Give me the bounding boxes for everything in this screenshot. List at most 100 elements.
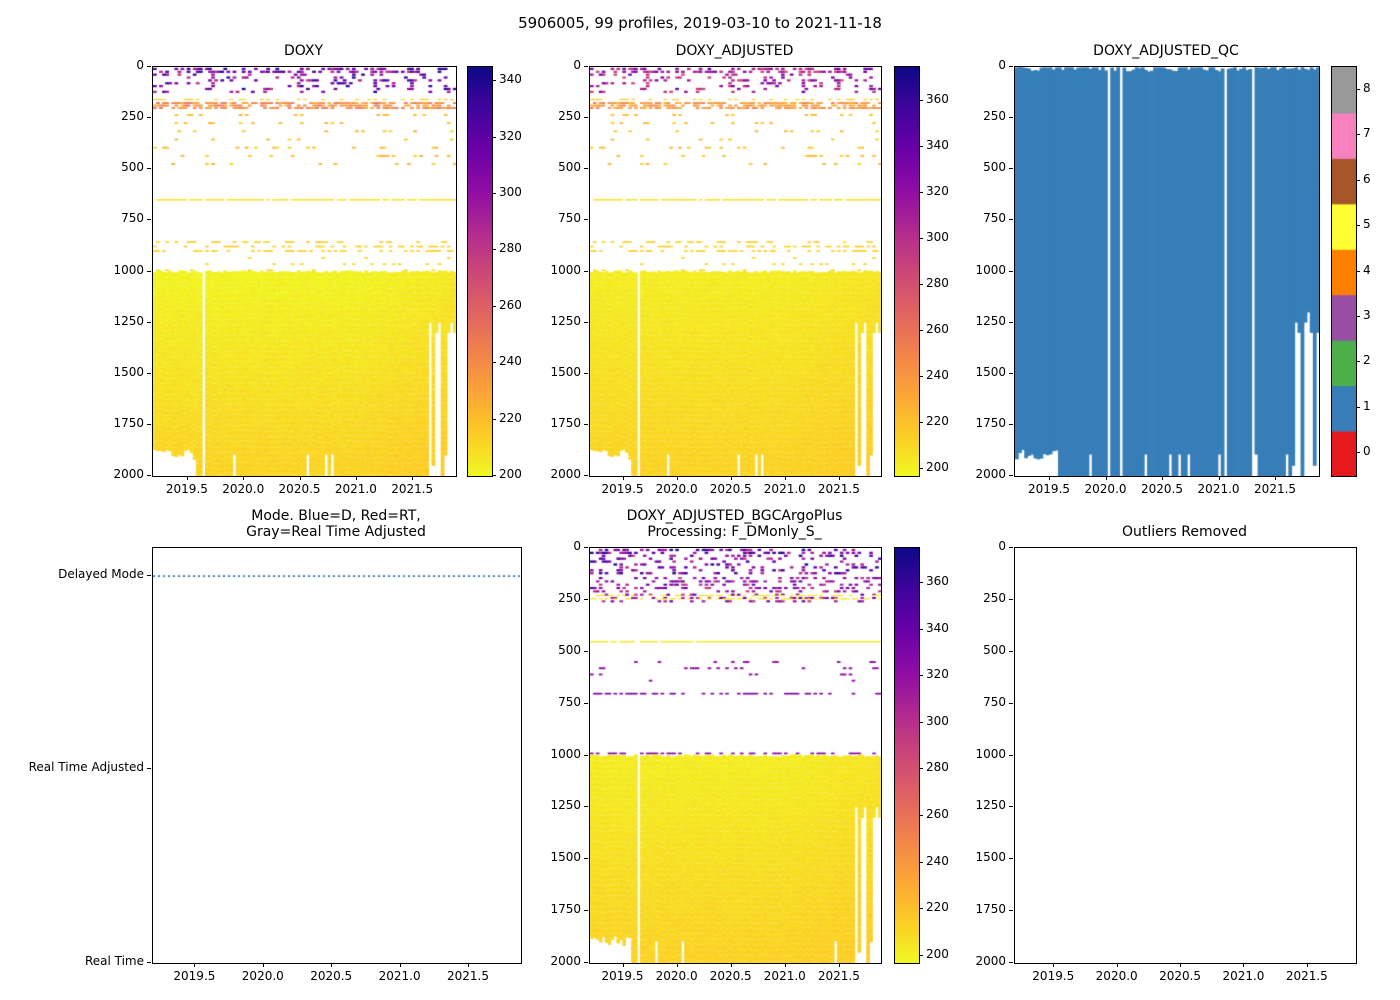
- y-tick-label: 750: [558, 211, 581, 226]
- y-tick-mark: [147, 219, 151, 221]
- x-tick-label: 2020.5: [1159, 969, 1202, 983]
- y-tick-mark: [1009, 475, 1013, 476]
- mode-blue-d-red-rt-plot-canvas: [153, 548, 521, 963]
- doxy-adjusted-bgcargoplus-colorbar-canvas: [895, 548, 919, 963]
- colorbar-tick-mark: [919, 376, 923, 378]
- colorbar-tick-mark: [919, 908, 923, 910]
- doxy-adjusted-qc-plot-canvas: [1015, 67, 1319, 476]
- colorbar-tick-label: 300: [926, 713, 949, 728]
- y-tick-mark: [584, 168, 588, 170]
- colorbar-tick-label: 8: [1363, 80, 1371, 95]
- y-tick-mark: [1009, 117, 1013, 119]
- x-tick-label: 2020.0: [1084, 482, 1127, 496]
- x-tick-mark: [784, 963, 786, 967]
- colorbar-tick-label: 240: [926, 853, 949, 868]
- colorbar-tick-mark: [492, 418, 496, 420]
- y-tick-label: 250: [983, 590, 1006, 605]
- y-tick-label: 1000: [550, 262, 581, 277]
- y-tick-label: 1750: [975, 902, 1006, 917]
- y-tick-mark: [584, 910, 588, 912]
- x-tick-mark: [1049, 476, 1051, 480]
- x-tick-label: 2020.0: [655, 482, 698, 496]
- colorbar-tick-mark: [1356, 406, 1360, 408]
- colorbar-tick-label: 5: [1363, 217, 1371, 232]
- y-tick-label: 1250: [550, 798, 581, 813]
- colorbar-tick-mark: [919, 146, 923, 148]
- colorbar-tick-mark: [1356, 452, 1360, 454]
- y-tick-mark: [1009, 754, 1013, 756]
- x-tick-label: 2021.5: [1285, 969, 1328, 983]
- y-tick-label: 1250: [113, 313, 144, 328]
- colorbar-tick-label: 320: [926, 667, 949, 682]
- y-tick-label: 2000: [975, 467, 1006, 481]
- colorbar-tick-label: 340: [926, 620, 949, 635]
- x-tick-mark: [243, 476, 245, 480]
- y-tick-mark: [584, 754, 588, 756]
- x-tick-mark: [622, 476, 624, 480]
- x-tick-mark: [1306, 963, 1308, 967]
- y-tick-label: 1750: [550, 902, 581, 917]
- y-tick-mark: [584, 219, 588, 221]
- y-tick-mark: [584, 117, 588, 119]
- colorbar-tick-mark: [919, 238, 923, 240]
- figure-title: 5906005, 99 profiles, 2019-03-10 to 2021…: [518, 14, 882, 32]
- colorbar-tick-label: 320: [926, 184, 949, 199]
- colorbar-tick-mark: [919, 768, 923, 770]
- colorbar-tick-mark: [919, 330, 923, 332]
- colorbar-tick-label: 280: [926, 760, 949, 775]
- x-tick-label: 2020.0: [241, 969, 284, 983]
- y-tick-mark: [1009, 270, 1013, 272]
- colorbar-tick-mark: [919, 675, 923, 677]
- y-tick-label: 1000: [550, 746, 581, 761]
- x-tick-label: 2019.5: [165, 482, 208, 496]
- panel-title-doxy: DOXY: [283, 43, 324, 60]
- x-tick-label: 2020.0: [1095, 969, 1138, 983]
- x-tick-mark: [1053, 963, 1055, 967]
- y-tick-mark: [147, 321, 151, 323]
- x-tick-mark: [1162, 476, 1164, 480]
- colorbar-tick-mark: [1356, 179, 1360, 181]
- x-tick-mark: [730, 963, 732, 967]
- x-tick-label: 2019.5: [601, 969, 644, 983]
- y-tick-label: 500: [983, 160, 1006, 175]
- y-tick-label: 1500: [550, 850, 581, 865]
- x-tick-label: 2021.5: [447, 969, 489, 983]
- y-tick-mark: [584, 858, 588, 860]
- y-tick-mark: [584, 372, 588, 374]
- panel-doxy-adjusted: [589, 66, 882, 477]
- x-tick-mark: [1116, 963, 1118, 967]
- y-tick-mark: [1009, 321, 1013, 323]
- y-tick-mark: [1009, 372, 1013, 374]
- colorbar-tick-label: 280: [926, 276, 949, 291]
- outliers-removed-plot-canvas: [1015, 548, 1356, 963]
- y-tick-mark: [1009, 650, 1013, 652]
- y-tick-mark: [147, 66, 151, 67]
- y-tick-mark: [147, 168, 151, 170]
- x-tick-mark: [399, 963, 401, 967]
- colorbar-tick-mark: [919, 955, 923, 956]
- y-tick-mark: [1009, 547, 1013, 548]
- y-tick-label: 1250: [975, 313, 1006, 328]
- doxy-adjusted-bgcargoplus-colorbar: [894, 547, 920, 964]
- y-tick-mark: [1009, 219, 1013, 221]
- y-tick-label: 2000: [550, 467, 581, 481]
- colorbar-tick-mark: [1356, 315, 1360, 317]
- x-tick-label: 2020.5: [278, 482, 321, 496]
- y-tick-mark: [1009, 598, 1013, 600]
- x-tick-mark: [468, 963, 469, 967]
- colorbar-tick-label: 200: [499, 467, 522, 481]
- colorbar-tick-mark: [919, 422, 923, 424]
- x-tick-label: 2020.0: [655, 969, 698, 983]
- y-tick-mark: [147, 475, 151, 476]
- panel-title-doxy-adjusted: DOXY_ADJUSTED: [675, 43, 794, 60]
- x-tick-mark: [622, 963, 624, 967]
- colorbar-tick-label: 240: [926, 368, 949, 383]
- y-tick-mark: [584, 475, 588, 476]
- y-tick-label: 0: [998, 58, 1006, 72]
- x-tick-label: 2020.5: [709, 969, 752, 983]
- x-tick-mark: [1275, 476, 1277, 480]
- colorbar-tick-mark: [919, 861, 923, 863]
- colorbar-tick-mark: [919, 192, 923, 194]
- y-tick-label: 2000: [975, 954, 1006, 968]
- x-tick-label: 2021.0: [763, 969, 806, 983]
